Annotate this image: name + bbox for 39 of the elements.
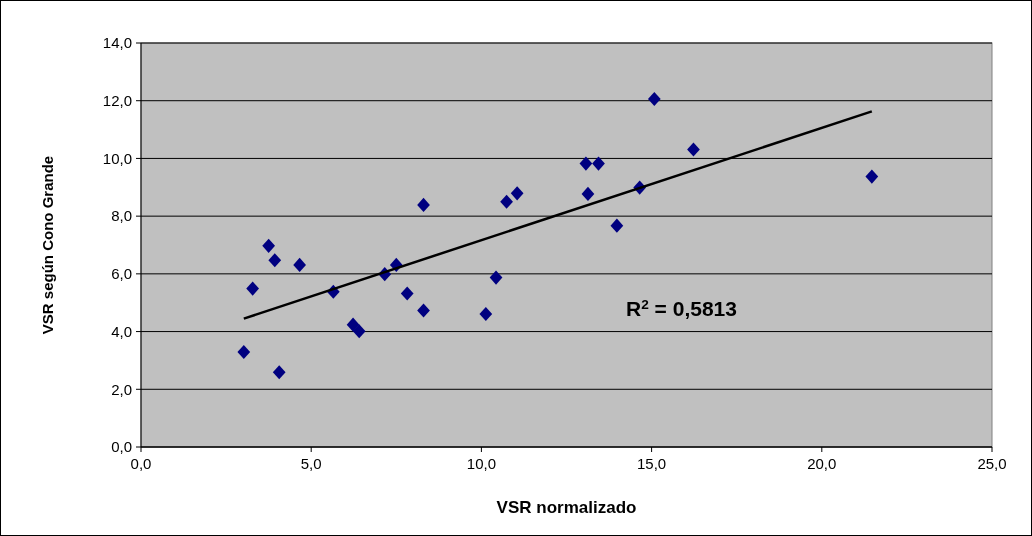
annotation: R$^{2}$ = 0,5813: [626, 296, 737, 320]
y-tick-label: 14,0: [102, 34, 132, 52]
point: [352, 324, 366, 339]
x-tick-label: 10,0: [466, 455, 496, 472]
y-tick-label: 8,0: [111, 207, 132, 225]
x-tick-label: 25,0: [977, 455, 1007, 472]
point: [865, 169, 879, 184]
y-tick-label: 4,0: [111, 322, 132, 340]
point: [579, 156, 593, 171]
point: [293, 257, 306, 272]
point: [479, 306, 493, 322]
point: [417, 197, 430, 212]
x-tick-label: 20,0: [807, 455, 837, 472]
point: [581, 186, 595, 201]
point: [500, 194, 513, 209]
x-tick-label: 0,0: [130, 455, 152, 472]
y-tick-label: 6,0: [111, 265, 132, 283]
y-tick-label: 0,0: [111, 438, 132, 456]
point: [610, 218, 624, 233]
point: [647, 91, 661, 107]
point: [510, 186, 524, 201]
point: [346, 317, 360, 332]
point: [246, 281, 260, 296]
point: [489, 270, 503, 285]
point: [268, 253, 282, 268]
x-tick-label: 5,0: [300, 455, 322, 472]
point: [417, 303, 430, 318]
y-tick-label: 10,0: [102, 149, 132, 167]
y-tick-label: 12,0: [102, 91, 132, 109]
y-tick-label: 2,0: [111, 380, 132, 398]
point: [272, 365, 286, 380]
x-axis-title: VSR normalizado: [496, 498, 637, 517]
x-tick-label: 15,0: [637, 455, 667, 472]
point: [237, 345, 251, 360]
point: [687, 142, 700, 157]
point: [592, 156, 605, 171]
point: [262, 238, 276, 253]
point: [400, 286, 414, 301]
y-axis-title: VSR según Cono Grande: [39, 155, 56, 335]
